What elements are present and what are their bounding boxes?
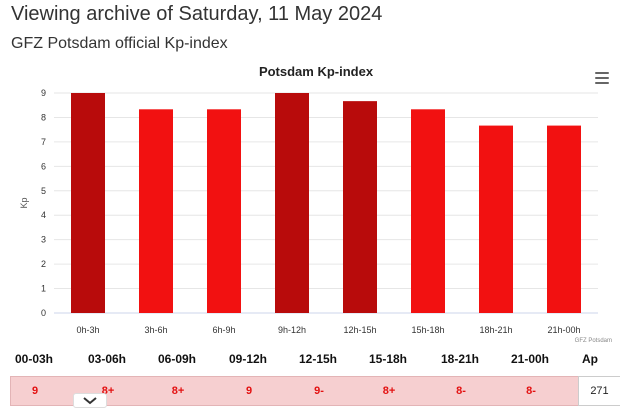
bar: [343, 101, 377, 313]
bar: [139, 109, 173, 313]
x-tick-label: 12h-15h: [343, 325, 376, 335]
kp-value-cell: 8+: [171, 385, 185, 397]
chevron-down-icon: [83, 397, 97, 405]
x-tick-label: 0h-3h: [76, 325, 99, 335]
chart-credit: GFZ Potsdam: [574, 338, 612, 344]
y-tick-label: 3: [41, 235, 46, 245]
y-tick-label: 5: [41, 186, 46, 196]
table-header-cell: 12-15h: [298, 352, 338, 366]
table-header-cell: 09-12h: [228, 352, 268, 366]
kp-chart: Potsdam Kp-index 0 1 2 3 4 5 6 7 8 9 Kp 0h-3h 3h-6h 6h…: [0, 58, 620, 348]
table-header-cell: 06-09h: [157, 352, 197, 366]
y-tick-label: 7: [41, 137, 46, 147]
bar: [411, 109, 445, 313]
chart-title: Potsdam Kp-index: [259, 64, 374, 79]
table-header-cell: 00-03h: [14, 352, 54, 366]
y-tick-label: 0: [41, 308, 46, 318]
ap-value: 271: [590, 385, 609, 397]
kp-value-cell: 9: [31, 385, 39, 397]
table-header-cell: 21-00h: [510, 352, 550, 366]
kp-value-cell: 8+: [382, 385, 396, 397]
x-tick-label: 3h-6h: [144, 325, 167, 335]
x-tick-label: 21h-00h: [547, 325, 580, 335]
y-tick-label: 2: [41, 259, 46, 269]
bar: [547, 125, 581, 313]
x-tick-label: 18h-21h: [479, 325, 512, 335]
bar: [479, 125, 513, 313]
kp-table-header: 00-03h 03-06h 06-09h 09-12h 12-15h 15-18h 18-2…: [0, 352, 620, 372]
x-tick-label: 6h-9h: [212, 325, 235, 335]
y-tick-label: 8: [41, 112, 46, 122]
kp-bar-chart: Potsdam Kp-index 0 1 2 3 4 5 6 7 8 9 Kp 0h-3h 3h-6h 6h…: [19, 64, 598, 335]
chart-menu-button[interactable]: [595, 72, 609, 84]
y-tick-label: 6: [41, 161, 46, 171]
kp-value-cell: 9-: [314, 385, 324, 397]
table-header-cell: 18-21h: [440, 352, 480, 366]
y-tick-label: 4: [41, 210, 46, 220]
page-title: Viewing archive of Saturday, 11 May 2024: [11, 3, 383, 25]
bar: [275, 93, 309, 313]
y-tick-label: 1: [41, 284, 46, 294]
table-header-cell: 03-06h: [87, 352, 127, 366]
bar: [207, 109, 241, 313]
x-tick-label: 15h-18h: [411, 325, 444, 335]
kp-table-row: 271 9 8+ 8+ 9 9- 8+ 8- 8-: [10, 376, 620, 406]
page-subtitle: GFZ Potsdam official Kp-index: [11, 35, 228, 52]
y-tick-label: 9: [41, 88, 46, 98]
kp-value-cell: 8-: [526, 385, 536, 397]
expand-button[interactable]: [73, 393, 107, 408]
kp-value-cell: 8-: [456, 385, 466, 397]
ap-value-cell: 271: [578, 376, 620, 406]
kp-value-cell: 9: [245, 385, 253, 397]
bar: [71, 93, 105, 313]
x-tick-label: 9h-12h: [278, 325, 306, 335]
table-header-cell: Ap: [582, 352, 598, 366]
y-axis-label: Kp: [19, 197, 29, 208]
hamburger-menu-icon: [595, 72, 609, 74]
table-header-cell: 15-18h: [368, 352, 408, 366]
